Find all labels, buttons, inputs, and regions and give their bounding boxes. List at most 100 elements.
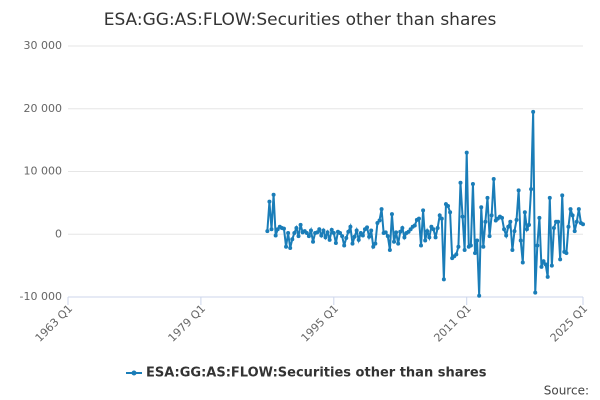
- point: [551, 225, 556, 230]
- point: [572, 229, 577, 234]
- point: [568, 207, 573, 212]
- point: [441, 277, 446, 282]
- point: [479, 205, 484, 210]
- point: [369, 228, 374, 233]
- point: [367, 234, 372, 239]
- point: [286, 230, 291, 235]
- point: [416, 216, 421, 221]
- point: [290, 237, 295, 242]
- point: [549, 263, 554, 268]
- point: [475, 238, 480, 243]
- point: [354, 228, 359, 233]
- x-tick-label: 2011 Q1: [431, 302, 474, 345]
- point: [360, 233, 365, 238]
- point: [392, 239, 397, 244]
- point: [574, 219, 579, 224]
- point: [333, 241, 338, 246]
- x-tick-label: 1979 Q1: [166, 302, 209, 345]
- point: [317, 227, 322, 232]
- point: [387, 247, 392, 252]
- point: [487, 234, 492, 239]
- point: [535, 243, 540, 248]
- point: [304, 230, 309, 235]
- point: [531, 109, 536, 114]
- point: [329, 227, 334, 232]
- point: [350, 241, 355, 246]
- point: [344, 236, 349, 241]
- chart-title: ESA:GG:AS:FLOW:Securities other than sha…: [104, 10, 497, 30]
- point: [331, 230, 336, 235]
- point: [423, 238, 428, 243]
- legend-label: ESA:GG:AS:FLOW:Securities other than sha…: [146, 366, 487, 381]
- point: [454, 252, 459, 257]
- point: [558, 257, 563, 262]
- point: [581, 222, 585, 227]
- point: [292, 230, 297, 235]
- point: [396, 241, 401, 246]
- point: [379, 207, 384, 212]
- legend-marker: [131, 370, 137, 376]
- point: [541, 259, 546, 264]
- point: [315, 230, 320, 235]
- point: [319, 233, 324, 238]
- point: [560, 193, 565, 198]
- point: [400, 225, 405, 230]
- point: [419, 243, 424, 248]
- point: [389, 212, 394, 217]
- point: [470, 182, 475, 187]
- point: [311, 239, 316, 244]
- point: [556, 219, 561, 224]
- point: [431, 227, 436, 232]
- point: [458, 180, 463, 185]
- point: [306, 234, 311, 239]
- point: [267, 199, 272, 204]
- point: [570, 213, 575, 218]
- x-tick-label: 1963 Q1: [33, 302, 76, 345]
- point: [342, 243, 347, 248]
- point: [385, 234, 390, 239]
- point: [514, 217, 519, 222]
- point: [321, 228, 326, 233]
- point: [356, 237, 361, 242]
- point: [524, 227, 529, 232]
- point: [576, 207, 581, 212]
- y-tick-label: -10 000: [20, 290, 62, 303]
- point: [298, 222, 303, 227]
- y-tick-label: 30 000: [24, 39, 63, 52]
- point: [365, 225, 370, 230]
- x-tick-label: 2025 Q1: [548, 302, 591, 345]
- point: [500, 215, 505, 220]
- source: Source:: [544, 384, 589, 398]
- point: [373, 241, 378, 246]
- point: [539, 264, 544, 269]
- point: [483, 219, 488, 224]
- point: [545, 274, 550, 279]
- point: [527, 222, 532, 227]
- point: [412, 223, 417, 228]
- point: [308, 228, 313, 233]
- point: [543, 262, 548, 267]
- point: [510, 247, 515, 252]
- point: [398, 229, 403, 234]
- point: [281, 226, 286, 231]
- point: [294, 225, 299, 230]
- point: [433, 235, 438, 240]
- point: [448, 210, 453, 215]
- point: [421, 208, 426, 213]
- point: [508, 219, 513, 224]
- point: [462, 247, 467, 252]
- point: [564, 251, 569, 256]
- y-tick-label: 0: [55, 227, 62, 240]
- point: [504, 233, 509, 238]
- y-tick-label: 20 000: [24, 102, 63, 115]
- point: [325, 230, 330, 235]
- point: [481, 244, 486, 249]
- point: [427, 235, 432, 240]
- point: [340, 234, 345, 239]
- point: [485, 195, 490, 200]
- point: [473, 251, 478, 256]
- point: [439, 216, 444, 221]
- point: [371, 244, 376, 249]
- point: [464, 150, 469, 155]
